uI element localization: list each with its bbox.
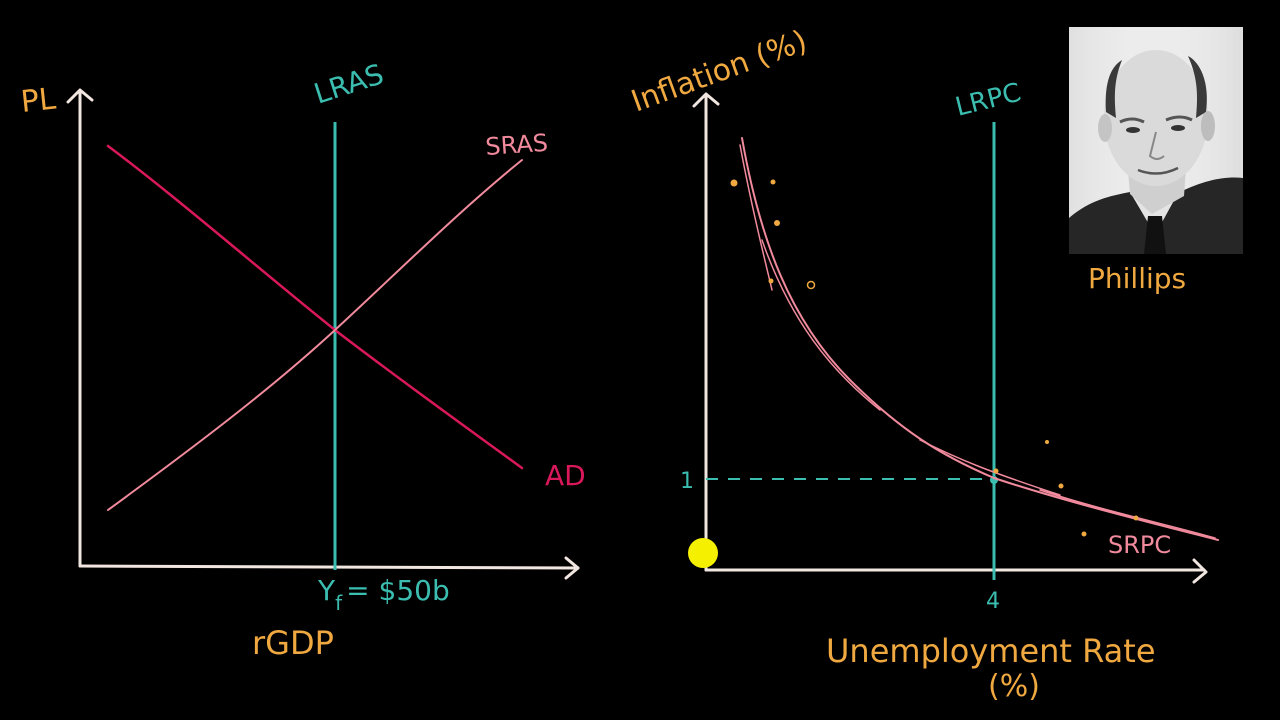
data-scatter-points xyxy=(730,179,1139,537)
ad-label: AD xyxy=(545,459,586,492)
scatter-point xyxy=(768,278,774,284)
lras-label: LRAS xyxy=(310,57,388,110)
inflation-y-axis-arrowhead-icon xyxy=(692,92,720,108)
scatter-point xyxy=(1133,515,1139,521)
pl-y-axis-arrowhead-icon xyxy=(66,88,94,104)
srpc-curve-overstroke xyxy=(739,144,1216,539)
cursor-highlight xyxy=(688,538,718,568)
rgdp-x-axis-arrowhead-icon xyxy=(564,556,580,580)
portrait-ear-left xyxy=(1098,114,1112,142)
portrait-eye-left xyxy=(1126,127,1140,133)
scatter-point xyxy=(993,468,999,474)
unemployment-tick-label: 4 xyxy=(986,589,1000,614)
portrait-nose xyxy=(1148,131,1165,160)
rgdp-x-axis xyxy=(78,564,580,570)
portrait-head xyxy=(1104,50,1208,186)
inflation-tick-label: 1 xyxy=(680,469,694,494)
phillips-portrait: Phillips xyxy=(1069,27,1243,295)
srpc-curve xyxy=(741,137,1219,541)
portrait-brows xyxy=(1119,115,1193,124)
inflation-axis-label: Inflation (%) xyxy=(627,24,812,120)
lrpc-label: LRPC xyxy=(952,78,1024,123)
ad-as-graph: PL LRAS SRAS AD Yf = $50b rGDP xyxy=(19,57,586,662)
scatter-point xyxy=(1081,531,1087,537)
scatter-point xyxy=(730,179,738,187)
unemployment-x-axis-arrowhead-icon xyxy=(1192,558,1208,584)
scatter-point xyxy=(806,280,816,290)
yf-value: = $50b xyxy=(346,574,450,607)
scatter-point xyxy=(774,220,780,226)
portrait-hair-right xyxy=(1188,56,1207,118)
pl-axis-label: PL xyxy=(19,81,58,119)
yf-subscript: f xyxy=(335,591,343,615)
unemployment-axis-unit: (%) xyxy=(988,669,1040,704)
scatter-point xyxy=(770,179,776,185)
scatter-point xyxy=(1045,440,1049,444)
ad-curve xyxy=(106,144,524,470)
portrait-eye-right xyxy=(1171,125,1185,131)
rgdp-axis-label: rGDP xyxy=(252,624,334,662)
sras-label: SRAS xyxy=(484,129,548,161)
portrait-tie xyxy=(1144,216,1166,254)
srpc-label: SRPC xyxy=(1108,531,1171,559)
yf-label: Yf = $50b xyxy=(317,574,450,615)
portrait-hair-left xyxy=(1105,60,1122,118)
portrait-caption: Phillips xyxy=(1088,262,1186,295)
scatter-point xyxy=(1058,483,1064,489)
portrait-ear-right xyxy=(1201,111,1215,141)
portrait-mouth xyxy=(1137,166,1179,175)
sras-curve xyxy=(107,159,523,511)
yf-symbol: Y xyxy=(317,574,336,607)
unemployment-axis-label: Unemployment Rate xyxy=(826,632,1156,670)
